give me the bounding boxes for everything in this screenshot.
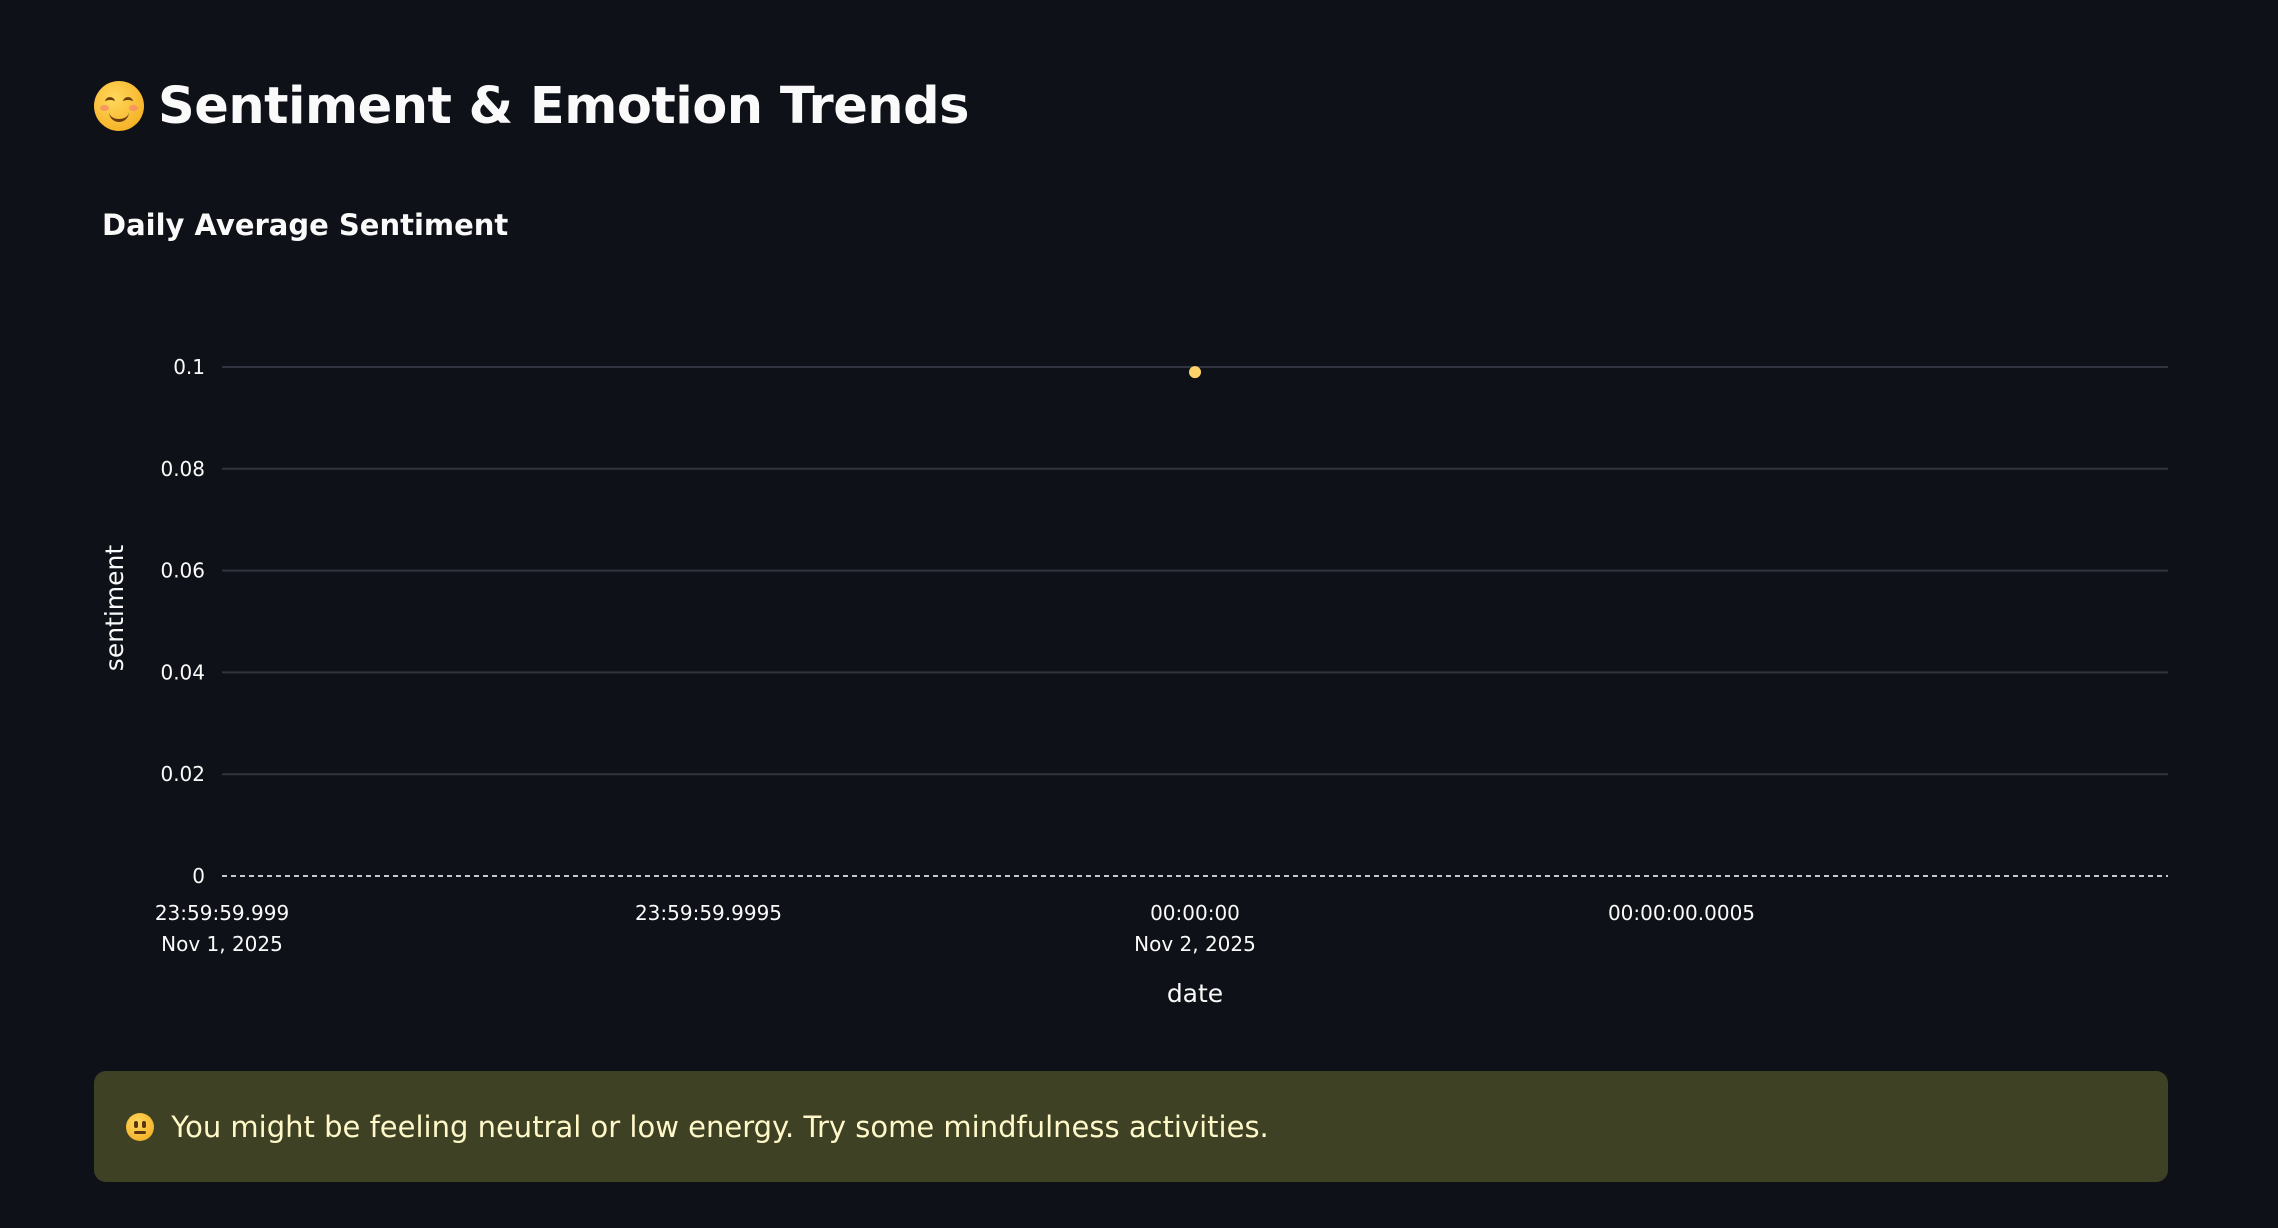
page-title-text: Sentiment & Emotion Trends (158, 76, 969, 136)
chart-gridlines (222, 366, 2168, 877)
data-points[interactable] (1189, 366, 1201, 379)
sentiment-chart[interactable]: 0 0.02 0.04 0.06 0.08 0.1 23:59:59.999 Nov 1, … (0, 0, 2278, 1060)
y-axis-ticks: 0 0.02 0.04 0.06 0.08 0.1 (160, 355, 205, 888)
page-title: Sentiment & Emotion Trends (94, 68, 969, 144)
y-tick-label: 0 (192, 864, 205, 888)
chart-heading: Daily Average Sentiment (102, 208, 509, 242)
x-tick-label: 23:59:59.999 (155, 901, 289, 925)
y-tick-label: 0.08 (160, 457, 205, 481)
x-axis-ticks: 23:59:59.999 Nov 1, 2025 23:59:59.9995 00:0… (155, 901, 1755, 956)
info-alert: You might be feeling neutral or low ener… (94, 1071, 2168, 1182)
y-axis-label: sentiment (100, 545, 129, 672)
x-tick-label: 00:00:00 (1150, 901, 1240, 925)
x-tick-label: 23:59:59.9995 (635, 901, 782, 925)
data-point[interactable] (1189, 366, 1201, 379)
x-tick-label: 00:00:00.0005 (1608, 901, 1755, 925)
neutral-face-icon (126, 1112, 154, 1141)
alert-message: You might be feeling neutral or low ener… (171, 1109, 1269, 1144)
x-tick-date-label: Nov 1, 2025 (161, 932, 283, 956)
x-tick-date-label: Nov 2, 2025 (1134, 932, 1256, 956)
y-tick-label: 0.04 (160, 660, 205, 684)
y-tick-label: 0.02 (160, 762, 205, 786)
x-axis-label: date (1167, 979, 1223, 1008)
smiling-face-icon (94, 81, 144, 132)
y-tick-label: 0.1 (173, 355, 205, 379)
y-tick-label: 0.06 (160, 559, 205, 583)
